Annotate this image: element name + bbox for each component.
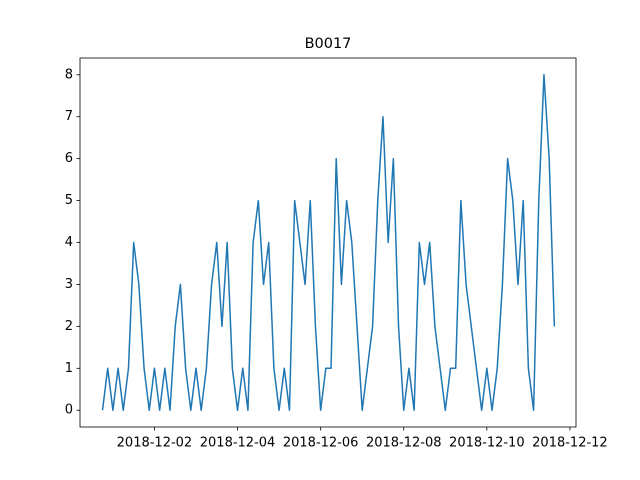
plot-frame bbox=[79, 57, 577, 428]
y-tick-label: 3 bbox=[65, 277, 73, 292]
y-tick-label: 2 bbox=[65, 319, 73, 334]
data-line bbox=[101, 74, 556, 411]
x-tick-label: 2018-12-06 bbox=[283, 436, 359, 451]
y-tick-label: 0 bbox=[65, 403, 73, 418]
x-tick-label: 2018-12-04 bbox=[200, 436, 276, 451]
x-tick-label: 2018-12-10 bbox=[449, 436, 525, 451]
y-tick-label: 1 bbox=[65, 361, 73, 376]
x-tick-label: 2018-12-08 bbox=[366, 436, 442, 451]
chart-title: B0017 bbox=[305, 36, 352, 52]
y-tick-label: 7 bbox=[65, 109, 73, 124]
y-tick-label: 4 bbox=[65, 235, 73, 250]
x-tick-label: 2018-12-12 bbox=[532, 436, 608, 451]
x-tick-label: 2018-12-02 bbox=[117, 436, 193, 451]
y-tick-label: 5 bbox=[65, 193, 73, 208]
y-tick-label: 6 bbox=[65, 151, 73, 166]
y-tick-label: 8 bbox=[65, 67, 73, 82]
